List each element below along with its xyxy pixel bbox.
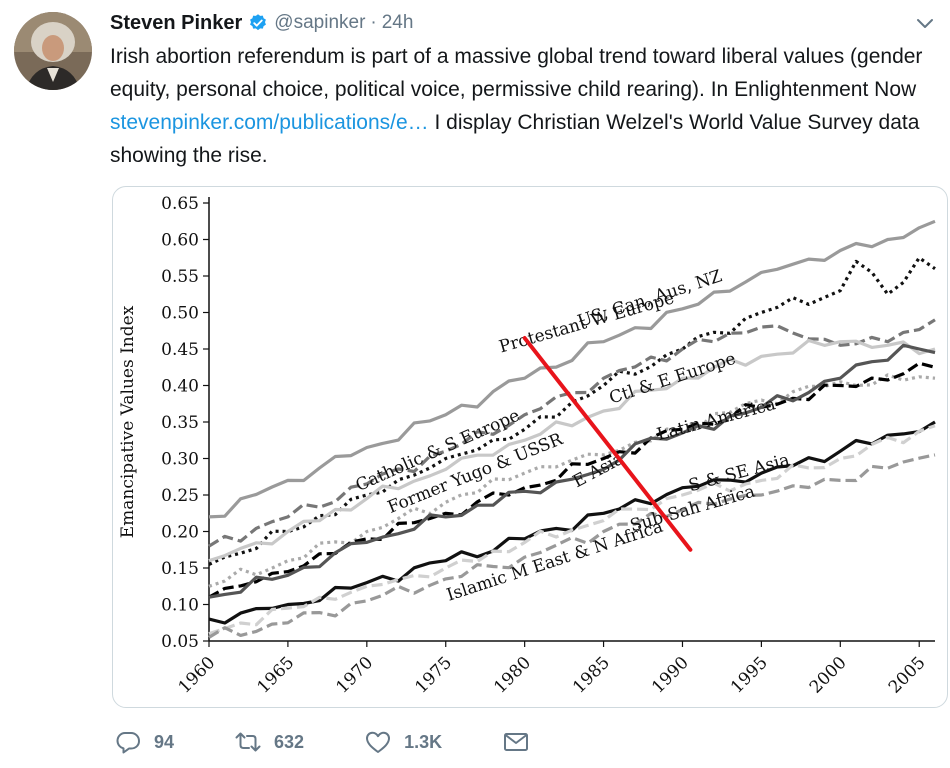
y-tick-label: 0.65 xyxy=(161,194,199,214)
annotation-red-line xyxy=(522,336,693,552)
separator-dot: · xyxy=(370,12,377,33)
series-line-protestant-w-europe xyxy=(208,219,936,519)
tweet-actions: 94 632 1.3K xyxy=(114,724,674,760)
mail-icon xyxy=(504,733,529,751)
series-label: Ctl & E Europe xyxy=(607,349,738,409)
x-tick-label: 1980 xyxy=(490,653,535,698)
tweet-timestamp[interactable]: 24h xyxy=(381,12,414,33)
series-line-sub-sah-africa xyxy=(208,424,936,636)
x-tick-label: 2005 xyxy=(885,653,930,698)
author-name[interactable]: Steven Pinker xyxy=(110,11,243,34)
tweet-text: Irish abortion referendum is part of a m… xyxy=(110,40,942,172)
retweet-icon xyxy=(235,732,261,752)
author-handle[interactable]: @sapinker xyxy=(274,12,366,33)
y-tick-label: 0.30 xyxy=(161,450,199,470)
tweet-header: Steven Pinker @sapinker · 24h xyxy=(110,8,413,38)
x-tick-label: 1975 xyxy=(411,653,456,698)
chart: 0.05 0.10 0.15 0.20 0.25 0.30 0.35 0.40 0.45 0.50… xyxy=(118,194,936,698)
like-button[interactable]: 1.3K xyxy=(364,728,442,756)
reply-count: 94 xyxy=(154,731,175,752)
x-tick-label: 1995 xyxy=(727,653,772,698)
chart-annotation xyxy=(522,336,693,552)
y-tick-label: 0.25 xyxy=(161,486,199,506)
series-line-e-asia xyxy=(208,343,936,599)
avatar[interactable] xyxy=(14,12,92,90)
y-tick-label: 0.15 xyxy=(161,559,199,579)
series-line-latin-america xyxy=(208,361,936,599)
y-axis-label: Emancipative Values Index xyxy=(118,305,138,538)
chevron-down-icon[interactable] xyxy=(914,12,936,34)
verified-icon xyxy=(248,13,268,33)
chart-series xyxy=(208,219,936,639)
series-label: Latin America xyxy=(655,394,778,445)
retweet-button[interactable]: 632 xyxy=(234,728,304,756)
tweet-link[interactable]: stevenpinker.com/publications/e… xyxy=(110,111,429,134)
y-tick-label: 0.40 xyxy=(161,377,199,397)
reply-icon xyxy=(116,732,140,754)
series-line-former-yugo-ussr xyxy=(208,373,936,588)
y-tick-label: 0.05 xyxy=(161,632,199,652)
y-tick-label: 0.10 xyxy=(161,596,199,616)
tweet-text-part1: Irish abortion referendum is part of a m… xyxy=(110,45,923,101)
tweet-media-chart[interactable]: 0.05 0.10 0.15 0.20 0.25 0.30 0.35 0.40 0.45 0.50… xyxy=(112,186,948,708)
x-tick-label: 1985 xyxy=(569,653,614,698)
direct-message-button[interactable] xyxy=(502,728,530,756)
x-tick-label: 1990 xyxy=(648,653,693,698)
avatar-image xyxy=(14,12,92,90)
like-icon xyxy=(366,731,391,753)
y-tick-label: 0.45 xyxy=(161,340,199,360)
x-tick-label: 1965 xyxy=(254,653,299,698)
y-tick-label: 0.35 xyxy=(161,413,199,433)
y-tick-label: 0.55 xyxy=(161,267,199,287)
retweet-count: 632 xyxy=(274,731,305,752)
x-tick-label: 1970 xyxy=(332,653,377,698)
series-line-islamic-m-east-n-africa xyxy=(208,453,936,639)
series-line-us-can-aus-nz xyxy=(208,256,936,566)
x-tick-label: 1960 xyxy=(175,653,220,698)
series-line-ctl-e-europe xyxy=(208,338,936,563)
y-tick-label: 0.60 xyxy=(161,231,199,251)
series-line-s-se-asia xyxy=(208,420,936,625)
x-tick-label: 2000 xyxy=(806,653,851,698)
y-tick-label: 0.20 xyxy=(161,523,199,543)
tweet-text-part2: I display Christian Welzel's World Value… xyxy=(110,111,920,167)
y-tick-label: 0.50 xyxy=(161,304,199,324)
series-label: US, Can, Aus, NZ xyxy=(575,266,725,332)
like-count: 1.3K xyxy=(404,731,443,752)
reply-button[interactable]: 94 xyxy=(114,728,174,756)
series-line-catholic-s-europe xyxy=(208,318,936,548)
